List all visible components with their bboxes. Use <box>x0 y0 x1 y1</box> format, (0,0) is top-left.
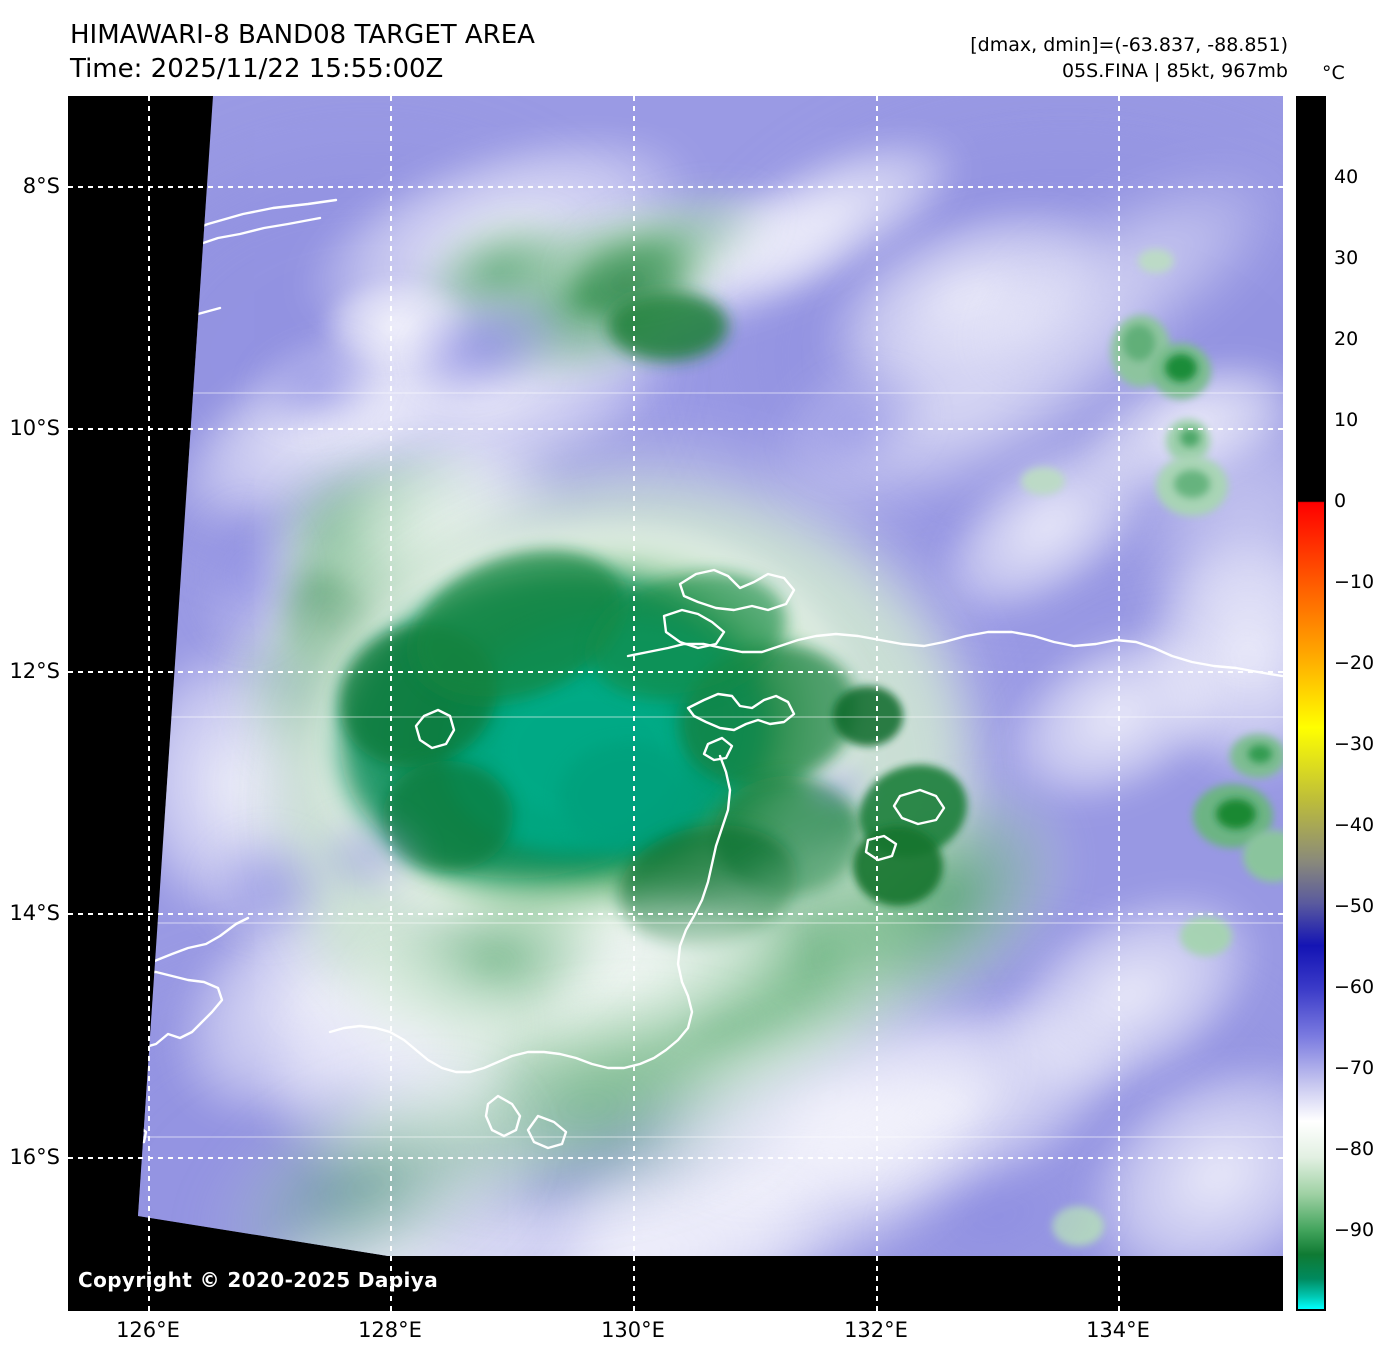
colorbar[interactable] <box>1296 96 1326 1311</box>
gridline-latitude <box>68 913 1283 915</box>
longitude-tick-label: 130°E <box>601 1318 665 1342</box>
satellite-swath <box>68 96 1283 1311</box>
longitude-tick-label: 134°E <box>1086 1318 1150 1342</box>
longitude-tick-label: 126°E <box>116 1318 180 1342</box>
storm-info-label: 05S.FINA | 85kt, 967mb <box>1061 60 1288 82</box>
copyright-label: Copyright © 2020-2025 Dapiya <box>78 1268 439 1292</box>
colorbar-tick-label: 40 <box>1334 166 1359 188</box>
gridline-longitude <box>1118 96 1120 1311</box>
latitude-tick-label: 14°S <box>9 901 60 925</box>
latitude-tick-label: 8°S <box>22 174 60 198</box>
timestamp-label: Time: 2025/11/22 15:55:00Z <box>70 54 444 84</box>
colorbar-tick-label: −80 <box>1334 1138 1375 1160</box>
colorbar-tick-label: 10 <box>1334 409 1359 431</box>
colorbar-tick-label: −50 <box>1334 895 1375 917</box>
gridline-longitude <box>633 96 635 1311</box>
latitude-tick-label: 10°S <box>9 416 60 440</box>
satellite-image-plot[interactable] <box>68 96 1283 1311</box>
colorbar-tick-label: −30 <box>1334 733 1375 755</box>
longitude-tick-label: 132°E <box>844 1318 908 1342</box>
graticule <box>68 96 1283 1311</box>
page-title: HIMAWARI-8 BAND08 TARGET AREA <box>70 20 535 50</box>
data-range-label: [dmax, dmin]=(-63.837, -88.851) <box>970 34 1288 56</box>
gridline-longitude <box>876 96 878 1311</box>
colorbar-tick-label: −70 <box>1334 1057 1375 1079</box>
colorbar-tick-label: 30 <box>1334 247 1359 269</box>
metadata-block: [dmax, dmin]=(-63.837, -88.851) 05S.FINA… <box>970 32 1288 84</box>
colorbar-tick-label: −10 <box>1334 571 1375 593</box>
colorbar-tick-label: −60 <box>1334 976 1375 998</box>
colorbar-unit-label: °C <box>1322 62 1345 84</box>
colorbar-tick-label: 20 <box>1334 328 1359 350</box>
gridline-longitude <box>148 96 150 1311</box>
colorbar-tick-label: −40 <box>1334 814 1375 836</box>
gridline-latitude <box>68 671 1283 673</box>
latitude-tick-label: 12°S <box>9 659 60 683</box>
gridline-latitude <box>68 186 1283 188</box>
colorbar-tick-label: −20 <box>1334 652 1375 674</box>
longitude-tick-label: 128°E <box>358 1318 422 1342</box>
gridline-latitude <box>68 1157 1283 1159</box>
colorbar-tick-label: −90 <box>1334 1219 1375 1241</box>
gridline-longitude <box>390 96 392 1311</box>
title-block: HIMAWARI-8 BAND08 TARGET AREA Time: 2025… <box>70 18 535 86</box>
colorbar-tick-label: 0 <box>1334 490 1347 512</box>
latitude-tick-label: 16°S <box>9 1145 60 1169</box>
colorbar-gradient <box>1298 98 1324 1309</box>
gridline-latitude <box>68 428 1283 430</box>
